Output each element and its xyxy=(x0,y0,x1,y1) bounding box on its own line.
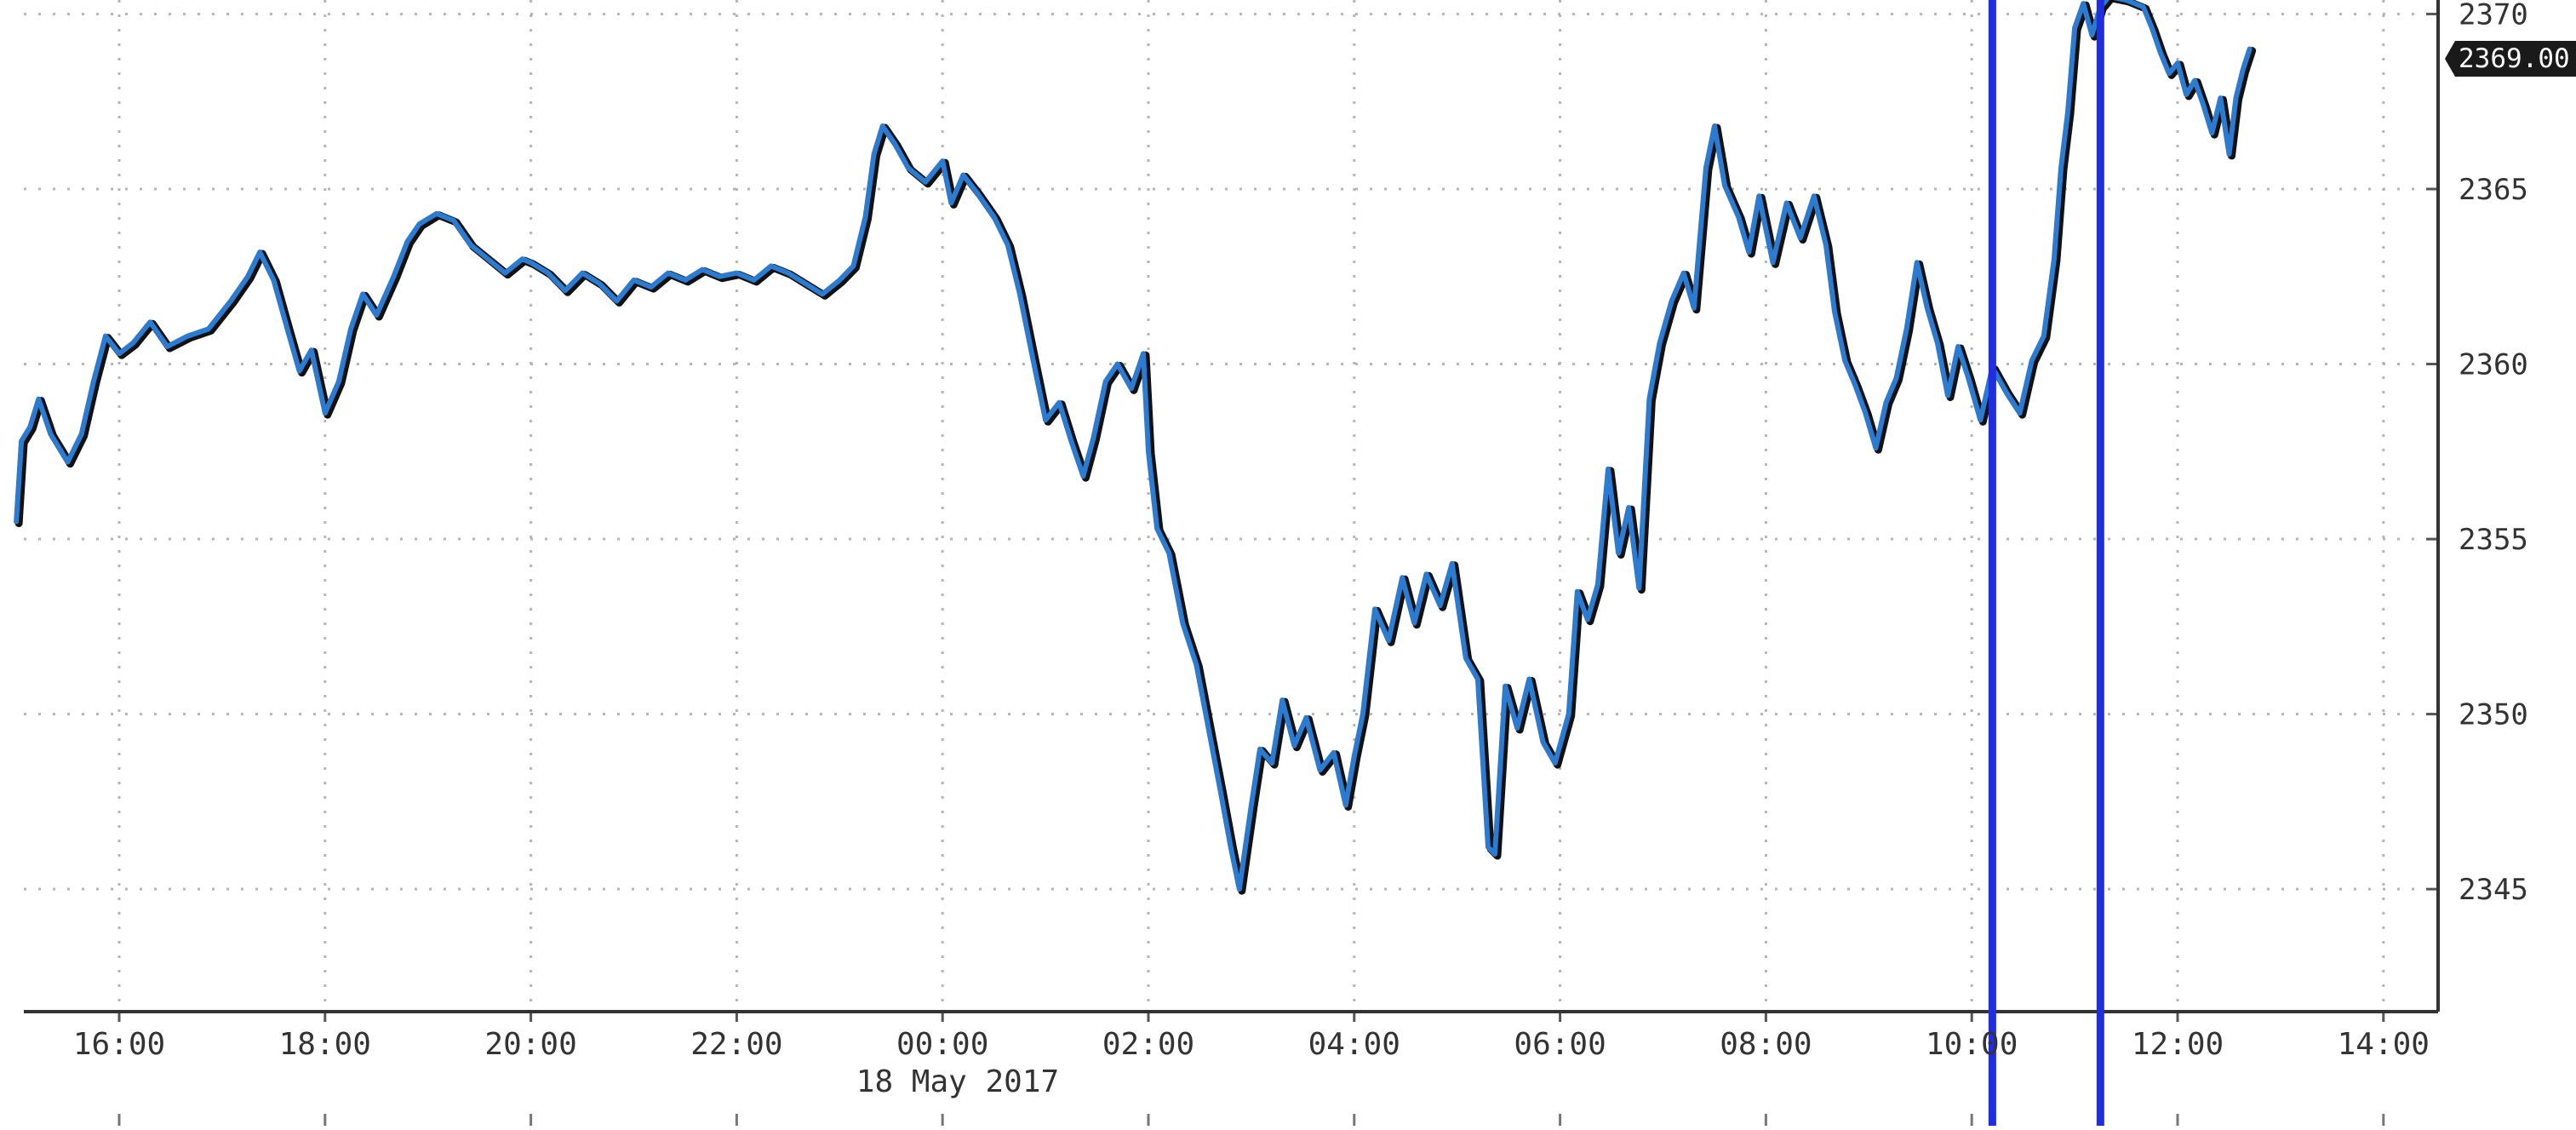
x-tick-label: 10:00 xyxy=(1926,1027,2018,1062)
price-line xyxy=(14,0,2253,892)
y-tick-label: 2350 xyxy=(2459,698,2528,732)
date-label: 18 May 2017 xyxy=(856,1064,1059,1099)
x-tick-label: 16:00 xyxy=(73,1027,165,1062)
y-tick-label: 2365 xyxy=(2459,173,2528,207)
x-tick-label: 12:00 xyxy=(2132,1027,2224,1062)
axis-labels: 18 May 2017 2369.00 16:00 18:00 20:00 22:00… xyxy=(73,0,2576,1099)
price-line-shadow xyxy=(14,0,2257,895)
gridlines xyxy=(24,0,2426,1012)
price-series xyxy=(14,0,2257,895)
y-tick-label: 2345 xyxy=(2459,873,2528,907)
axes xyxy=(24,0,2440,1126)
last-price-badge-shape xyxy=(2445,41,2576,77)
x-tick-label: 00:00 xyxy=(896,1027,988,1062)
y-tick-label: 2370 xyxy=(2459,0,2528,32)
y-tick-label: 2355 xyxy=(2459,523,2528,557)
x-tick-label: 22:00 xyxy=(690,1027,782,1062)
last-price-badge: 2369.00 xyxy=(2445,41,2576,77)
x-tick-label: 14:00 xyxy=(2338,1027,2430,1062)
x-tick-label: 18:00 xyxy=(279,1027,371,1062)
x-tick-label: 08:00 xyxy=(1720,1027,1812,1062)
y-tick-label: 2360 xyxy=(2459,348,2528,382)
last-price-badge-text: 2369.00 xyxy=(2459,43,2570,74)
x-tick-label: 20:00 xyxy=(484,1027,576,1062)
x-tick-label: 02:00 xyxy=(1102,1027,1194,1062)
x-tick-label: 06:00 xyxy=(1514,1027,1606,1062)
x-tick-label: 04:00 xyxy=(1308,1027,1400,1062)
vertical-markers xyxy=(1988,0,2104,1126)
